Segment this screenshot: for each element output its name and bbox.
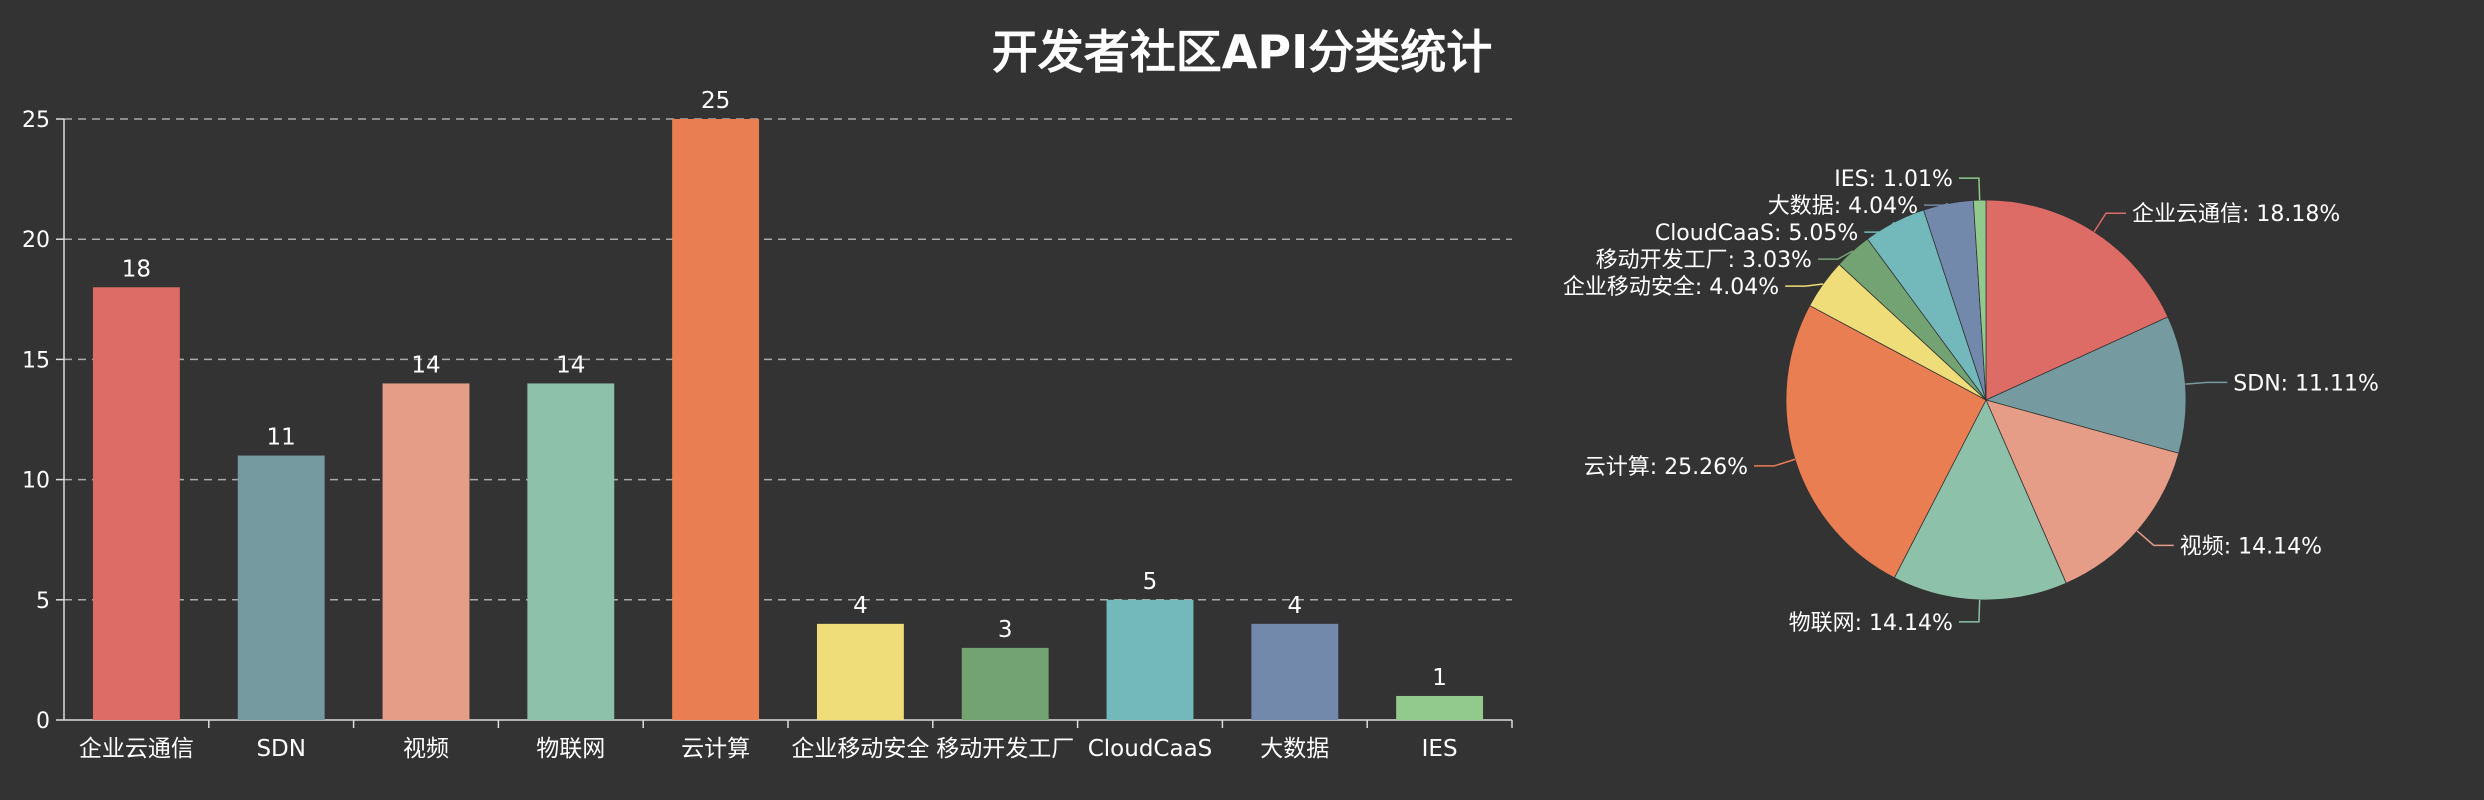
pie-slice-label: 云计算: 25.26%: [1584, 455, 1748, 480]
pie-slice-label: 企业云通信: 18.18%: [2132, 202, 2340, 227]
bar-value-label: 1: [1432, 665, 1447, 691]
bar: [672, 119, 760, 720]
bar: [961, 647, 1049, 720]
pie-slice-label: IES: 1.01%: [1834, 167, 1953, 192]
pie-slice-label: SDN: 11.11%: [2233, 371, 2379, 396]
pie-slice-label: CloudCaaS: 5.05%: [1655, 221, 1858, 246]
x-category-label: SDN: [256, 736, 306, 762]
bar-value-label: 4: [1287, 593, 1302, 619]
pie-series: [1785, 199, 2187, 601]
bar: [527, 383, 615, 720]
bar-data-labels: 18 11 14 14 25 4 3 5 4 1: [122, 88, 1447, 691]
pie-slice-label: 企业移动安全: 4.04%: [1563, 275, 1779, 300]
bar: [382, 383, 470, 720]
bar-value-label: 5: [1143, 569, 1158, 595]
bar-value-label: 14: [411, 352, 440, 378]
bar: [1106, 599, 1194, 720]
pie-slice-label: 视频: 14.14%: [2180, 534, 2322, 559]
pie-leader-line: [1923, 202, 1949, 206]
y-tick-label: 20: [22, 228, 50, 253]
pie-leader-line: [2136, 530, 2174, 547]
pie-leader-line: [2093, 212, 2127, 233]
pie-labels: 企业云通信: 18.18% SDN: 11.11% 视频: 14.14% 物联网: 1…: [1563, 167, 2379, 636]
bar-category-labels: 企业云通信 SDN 视频 物联网 云计算 企业移动安全 移动开发工厂 CloudCaaS 大数据…: [79, 736, 1458, 762]
pie-leader-line: [1864, 221, 1895, 233]
bar-value-label: 14: [556, 352, 585, 378]
pie-leader-line: [1958, 599, 1981, 623]
pie-leader-line: [2185, 381, 2228, 385]
pie-slice-label: 移动开发工厂: 3.03%: [1596, 248, 1812, 273]
x-category-label: 企业移动安全: [791, 736, 929, 762]
pie-leader-line: [1817, 250, 1854, 260]
x-category-label: 视频: [403, 736, 449, 762]
y-tick-label: 25: [22, 108, 50, 133]
bar-series: [92, 119, 1484, 720]
bar: [816, 623, 904, 720]
x-category-label: IES: [1422, 736, 1458, 762]
x-category-label: 移动开发工厂: [936, 736, 1074, 762]
x-category-label: CloudCaaS: [1088, 736, 1213, 762]
pie-slice-label: 大数据: 4.04%: [1768, 194, 1918, 219]
bar-value-label: 11: [267, 425, 296, 451]
y-tick-label: 10: [22, 469, 50, 494]
chart-title: 开发者社区API分类统计: [992, 25, 1492, 79]
bar: [237, 455, 325, 720]
y-tick-label: 5: [36, 589, 50, 614]
pie-slice: [1972, 199, 1987, 401]
y-tick-label: 15: [22, 348, 50, 373]
bar: [1251, 623, 1339, 720]
x-category-label: 企业云通信: [79, 736, 194, 762]
bar-value-label: 25: [701, 88, 730, 114]
x-category-label: 物联网: [536, 736, 605, 762]
bar-value-label: 3: [998, 617, 1013, 643]
bar: [1396, 695, 1484, 720]
pie-leader-line: [1958, 177, 1981, 201]
x-category-label: 云计算: [681, 736, 750, 762]
pie-leader-line: [1754, 458, 1796, 467]
x-category-label: 大数据: [1260, 736, 1329, 762]
bar: [92, 287, 180, 720]
pie-leader-lines: [1754, 177, 2228, 623]
bar-value-label: 18: [122, 256, 151, 282]
y-tick-label: 0: [36, 709, 50, 734]
bar-value-label: 4: [853, 593, 868, 619]
pie-slice-label: 物联网: 14.14%: [1789, 611, 1953, 636]
pie-leader-line: [1785, 283, 1824, 287]
